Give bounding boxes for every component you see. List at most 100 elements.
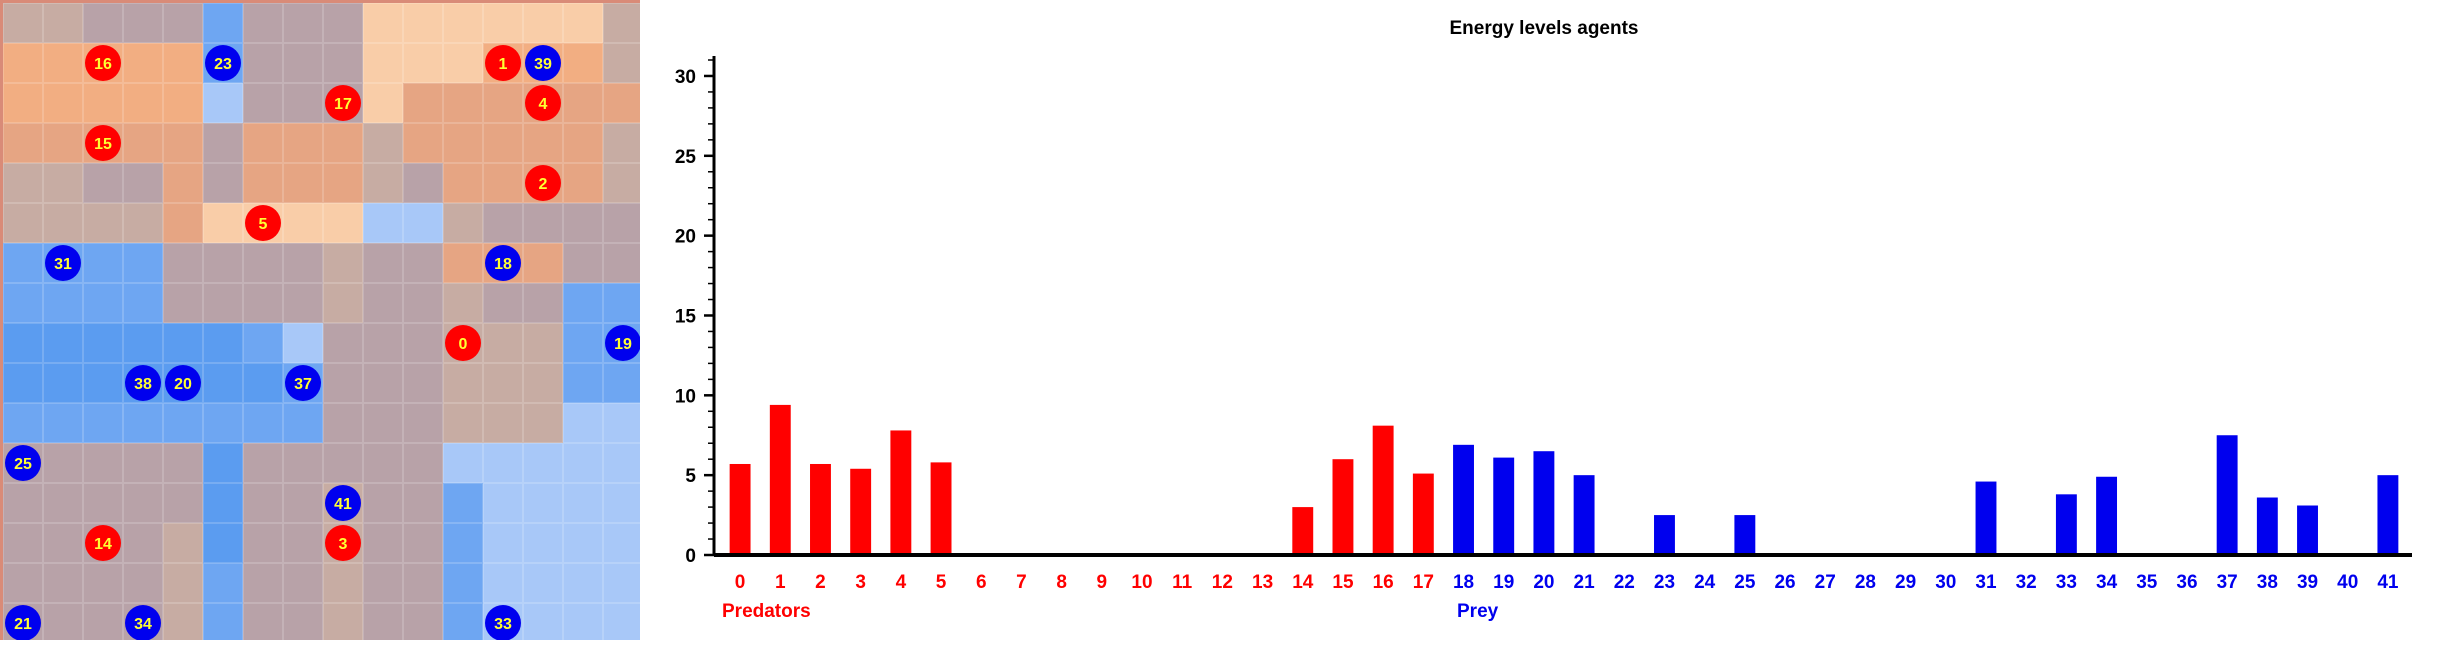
grid-cell-outline (283, 203, 323, 243)
agent-prey[interactable]: 18 (485, 245, 521, 281)
grid-cell (523, 323, 563, 363)
agent-prey[interactable]: 37 (285, 365, 321, 401)
grid-cell (483, 363, 523, 403)
grid-cell-outline (3, 403, 43, 443)
grid-cell (523, 483, 563, 523)
agent-prey[interactable]: 39 (525, 45, 561, 81)
predator-marker (245, 205, 281, 241)
grid-cell (563, 363, 603, 403)
grid-cell-outline (443, 203, 483, 243)
grid-cell-outline (243, 483, 283, 523)
grid-cell (363, 483, 403, 523)
grid-cell (603, 403, 643, 443)
grid-cell (123, 3, 163, 43)
agent-predator[interactable]: 4 (525, 85, 561, 121)
grid-cell-outline (443, 403, 483, 443)
grid-cell-outline (83, 43, 123, 83)
agent-predator[interactable]: 2 (525, 165, 561, 201)
agent-prey[interactable]: 19 (605, 325, 641, 361)
grid-cell-outline (563, 283, 603, 323)
agent-prey[interactable]: 23 (205, 45, 241, 81)
x-tick-label: 10 (1131, 572, 1152, 593)
grid-cell (483, 483, 523, 523)
grid-cell (523, 203, 563, 243)
grid-cell (523, 403, 563, 443)
agent-predator[interactable]: 17 (325, 85, 361, 121)
grid-cell-outline (163, 523, 203, 563)
agent-label: 15 (94, 136, 112, 153)
grid-cell-outline (123, 83, 163, 123)
agent-prey[interactable]: 41 (325, 485, 361, 521)
agent-label: 17 (334, 96, 352, 113)
grid-cell (603, 3, 643, 43)
grid-cell (363, 563, 403, 603)
agent-predator[interactable]: 1 (485, 45, 521, 81)
grid-cell (83, 603, 123, 643)
grid-cell (163, 3, 203, 43)
grid-cell-outline (483, 203, 523, 243)
grid-cell-outline (563, 443, 603, 483)
grid-cell-outline (563, 483, 603, 523)
grid-cell (123, 283, 163, 323)
grid-cell-outline (563, 363, 603, 403)
grid-cell-outline (443, 323, 483, 363)
grid-cell-outline (163, 403, 203, 443)
predator-marker (325, 525, 361, 561)
agent-predator[interactable]: 5 (245, 205, 281, 241)
grid-cell-outline (83, 443, 123, 483)
grid-cell (283, 3, 323, 43)
agent-prey[interactable]: 33 (485, 605, 521, 641)
grid-cell-outline (483, 483, 523, 523)
x-tick-label: 25 (1734, 572, 1756, 593)
agent-prey[interactable]: 20 (165, 365, 201, 401)
agent-predator[interactable]: 14 (85, 525, 121, 561)
bar-agent-17 (1412, 473, 1434, 555)
agent-prey[interactable]: 21 (5, 605, 41, 641)
grid-cell-outline (443, 163, 483, 203)
grid-cell (403, 603, 443, 643)
grid-cell-outline (123, 43, 163, 83)
grid-cell-outline (243, 363, 283, 403)
agent-prey[interactable]: 34 (125, 605, 161, 641)
grid-cell-outline (403, 323, 443, 363)
grid-cell-outline (163, 323, 203, 363)
grid-cell (203, 283, 243, 323)
grid-cell-outline (3, 243, 43, 283)
grid-cell-outline (163, 3, 203, 43)
agent-predator[interactable]: 16 (85, 45, 121, 81)
agent-prey[interactable]: 38 (125, 365, 161, 401)
grid-cell-outline (83, 243, 123, 283)
grid-cell-outline (523, 363, 563, 403)
grid-cell (563, 3, 603, 43)
grid-cell (483, 523, 523, 563)
grid-cell (163, 523, 203, 563)
grid-cell (563, 563, 603, 603)
grid-cell-outline (203, 283, 243, 323)
x-tick-label: 18 (1453, 572, 1474, 593)
grid-cell-outline (323, 563, 363, 603)
grid-cell-outline (483, 443, 523, 483)
agent-predator[interactable]: 0 (445, 325, 481, 361)
grid-cell (603, 523, 643, 563)
grid-cell (43, 3, 83, 43)
x-tick-label: 6 (976, 572, 987, 593)
agent-predator[interactable]: 15 (85, 125, 121, 161)
x-tick-label: 2 (815, 572, 826, 593)
grid-cell-outline (363, 563, 403, 603)
agent-predator[interactable]: 3 (325, 525, 361, 561)
grid-cell-outline (203, 123, 243, 163)
grid-cell-outline (163, 83, 203, 123)
grid-cell (3, 43, 43, 83)
grid-cell-outline (83, 563, 123, 603)
grid-cell (523, 563, 563, 603)
bar-agent-4 (890, 430, 912, 555)
agent-prey[interactable]: 31 (45, 245, 81, 281)
predator-marker (325, 85, 361, 121)
grid-cell (403, 123, 443, 163)
grid-cell-outline (43, 3, 83, 43)
bar-agent-19 (1493, 457, 1515, 555)
prey-marker (5, 445, 41, 481)
agent-prey[interactable]: 25 (5, 445, 41, 481)
x-tick-label: 29 (1895, 572, 1916, 593)
grid-cell (243, 483, 283, 523)
